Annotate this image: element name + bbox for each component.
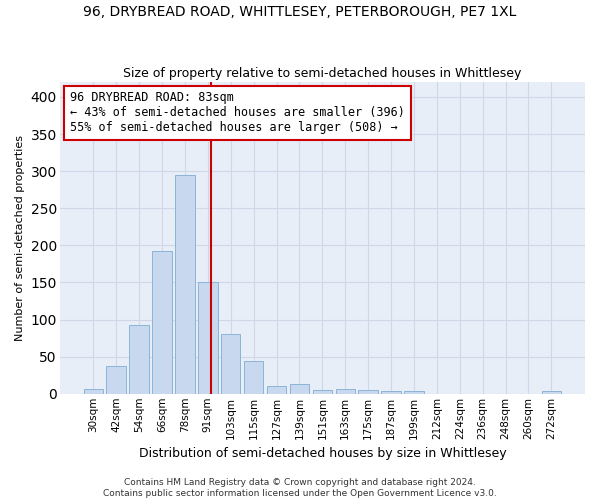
Bar [290,384,309,394]
Y-axis label: Number of semi-detached properties: Number of semi-detached properties [15,135,25,341]
Bar [267,386,286,394]
Bar [175,175,194,394]
X-axis label: Distribution of semi-detached houses by size in Whittlesey: Distribution of semi-detached houses by … [139,447,506,460]
Bar [106,366,126,394]
Bar [130,324,149,394]
Text: Contains HM Land Registry data © Crown copyright and database right 2024.
Contai: Contains HM Land Registry data © Crown c… [103,478,497,498]
Text: 96 DRYBREAD ROAD: 83sqm
← 43% of semi-detached houses are smaller (396)
55% of s: 96 DRYBREAD ROAD: 83sqm ← 43% of semi-de… [70,92,405,134]
Text: 96, DRYBREAD ROAD, WHITTLESEY, PETERBOROUGH, PE7 1XL: 96, DRYBREAD ROAD, WHITTLESEY, PETERBORO… [83,5,517,19]
Bar [358,390,378,394]
Bar [542,391,561,394]
Bar [382,391,401,394]
Bar [244,361,263,394]
Bar [83,388,103,394]
Bar [404,391,424,394]
Bar [221,334,241,394]
Title: Size of property relative to semi-detached houses in Whittlesey: Size of property relative to semi-detach… [123,66,521,80]
Bar [335,390,355,394]
Bar [313,390,332,394]
Bar [198,282,218,394]
Bar [152,252,172,394]
